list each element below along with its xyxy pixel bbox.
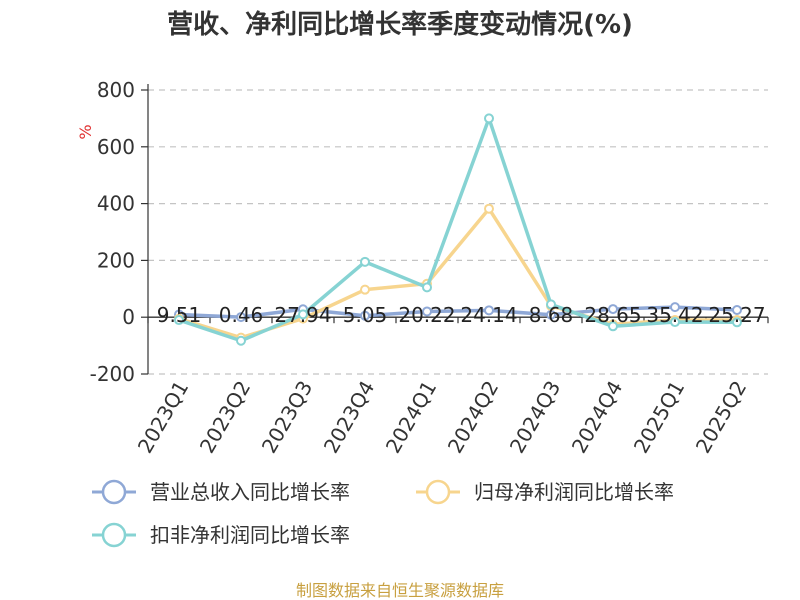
x-tick-label: 2023Q1 <box>133 377 193 458</box>
data-label: 35.42 <box>646 303 703 327</box>
data-point <box>484 113 494 124</box>
x-tick-label: 2025Q2 <box>691 377 751 458</box>
data-point <box>484 305 494 316</box>
series-lines <box>174 113 742 346</box>
data-label: 28.65 <box>584 303 641 327</box>
data-point <box>360 284 370 295</box>
y-tick-label: 800 <box>97 78 135 102</box>
series-line-3 <box>178 116 738 343</box>
data-point <box>236 335 246 346</box>
legend-swatch-marker <box>101 522 127 548</box>
data-point <box>732 305 742 316</box>
x-tick-label: 2024Q1 <box>381 377 441 458</box>
data-point <box>360 256 370 267</box>
data-point <box>608 321 618 332</box>
grid-lines <box>148 89 768 375</box>
x-tick-label: 2025Q1 <box>629 377 689 458</box>
data-point <box>174 315 184 326</box>
data-point <box>422 282 432 293</box>
data-point <box>298 309 308 320</box>
data-source-note: 制图数据来自恒生聚源数据库 <box>296 581 504 600</box>
legend-label: 扣非净利润同比增长率 <box>150 523 350 547</box>
x-tick-label: 2024Q3 <box>505 377 565 458</box>
y-axis-ticks: 800 600 400 200 0 -200 <box>90 78 148 386</box>
data-label: 24.14 <box>460 303 517 327</box>
data-labels: 9.51 0.46 27.94 5.05 20.22 24.14 8.68 28.65 35.4… <box>157 303 766 327</box>
y-tick-label: 600 <box>97 135 135 159</box>
data-point <box>670 302 680 313</box>
series-line-1 <box>178 305 738 319</box>
data-point <box>484 203 494 214</box>
data-point <box>670 317 680 328</box>
data-label: 8.68 <box>529 303 574 327</box>
legend-label: 归母净利润同比增长率 <box>474 480 674 504</box>
data-label: 5.05 <box>343 303 388 327</box>
legend-label: 营业总收入同比增长率 <box>150 480 350 504</box>
axes <box>147 84 768 374</box>
data-label: 0.46 <box>219 303 264 327</box>
y-tick-label: 200 <box>97 248 135 272</box>
data-point <box>608 304 618 315</box>
data-point <box>360 310 370 321</box>
chart-title: 营收、净利同比增长率季度变动情况(%) <box>167 9 633 40</box>
y-tick-label: 400 <box>97 192 135 216</box>
y-tick-label: -200 <box>90 362 135 386</box>
legend-swatch-marker <box>101 479 127 505</box>
x-tick-label: 2023Q2 <box>195 377 255 458</box>
data-label: 25.27 <box>708 303 765 327</box>
y-axis-unit: % <box>76 124 95 139</box>
y-tick-label: 0 <box>122 305 135 329</box>
data-label: 27.94 <box>274 303 331 327</box>
data-label: 20.22 <box>398 303 455 327</box>
data-label: 9.51 <box>157 303 202 327</box>
legend-swatch-marker <box>425 479 451 505</box>
x-tick-label: 2024Q2 <box>443 377 503 458</box>
x-tick-label: 2024Q4 <box>567 377 627 458</box>
data-point <box>732 317 742 328</box>
x-tick-label: 2023Q4 <box>319 377 379 458</box>
data-point <box>422 306 432 317</box>
data-point <box>236 312 246 323</box>
data-point <box>546 299 556 310</box>
x-tick-label: 2023Q3 <box>257 377 317 458</box>
